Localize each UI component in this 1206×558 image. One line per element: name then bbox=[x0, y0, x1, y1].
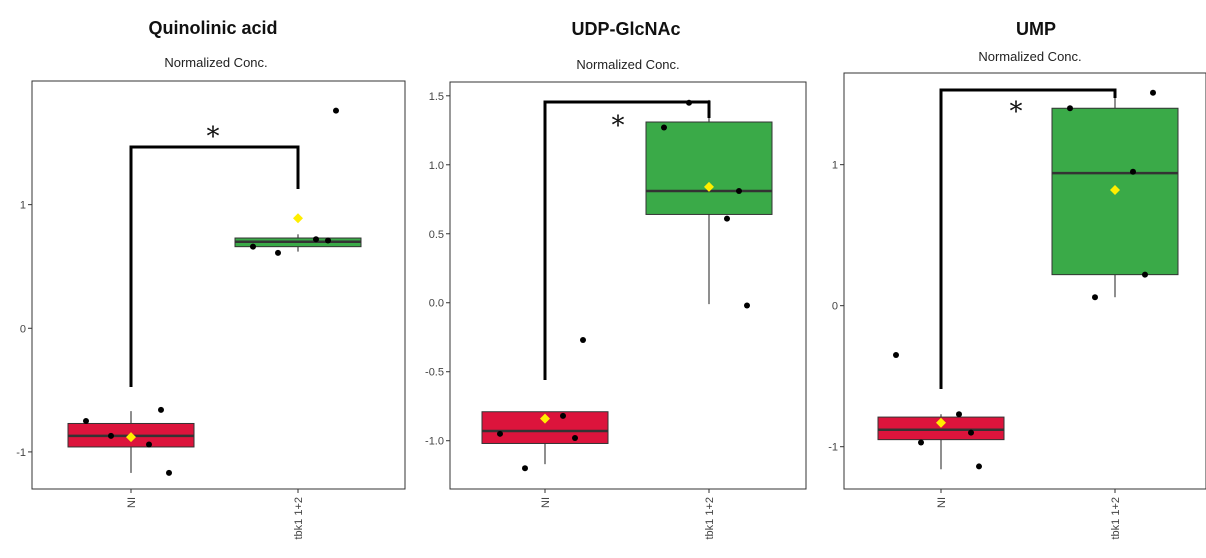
box-1 bbox=[645, 99, 773, 305]
box-body bbox=[645, 121, 773, 215]
data-point bbox=[108, 432, 114, 439]
data-point bbox=[976, 463, 982, 470]
y-tick-label: 0 bbox=[832, 301, 838, 313]
plot-frame bbox=[843, 72, 1206, 490]
data-point bbox=[661, 124, 667, 131]
data-point bbox=[166, 469, 172, 476]
chart-subtitle: Normalized Conc. bbox=[978, 49, 1081, 64]
chart-panel-1: Quinolinic acid Normalized Conc. -1 0 1 NI tbk… bbox=[16, 18, 406, 540]
significance-star: * bbox=[612, 111, 625, 141]
chart-panel-2: UDP-GlcNAc Normalized Conc. -1.0 -0.5 0.0 0.5… bbox=[425, 19, 807, 540]
plot-frame bbox=[449, 81, 807, 490]
x-tick-label: tbk1 1+2 bbox=[1110, 497, 1122, 540]
significance-bracket bbox=[939, 88, 1117, 389]
data-point bbox=[572, 434, 578, 441]
y-tick-label: 0.0 bbox=[429, 298, 444, 310]
data-point bbox=[956, 411, 962, 418]
chart-panel-3: UMP Normalized Conc. -1 0 1 NI tbk1 1+2 * bbox=[828, 19, 1206, 540]
y-tick-label: 1.0 bbox=[429, 160, 444, 172]
significance-star: * bbox=[1010, 97, 1023, 127]
y-tick-label: 0 bbox=[20, 323, 26, 335]
y-tick-label: -1.0 bbox=[425, 436, 444, 448]
y-tick-label: -0.5 bbox=[425, 367, 444, 379]
x-tick-label: NI bbox=[936, 497, 948, 508]
x-tick-label: tbk1 1+2 bbox=[293, 497, 305, 540]
data-point bbox=[333, 107, 339, 114]
data-point bbox=[736, 187, 742, 194]
data-point bbox=[158, 406, 164, 413]
chart-title: UDP-GlcNAc bbox=[571, 19, 680, 39]
data-point bbox=[893, 352, 899, 359]
data-point bbox=[560, 412, 566, 419]
data-point bbox=[1150, 89, 1156, 96]
y-tick-label: 1 bbox=[20, 200, 26, 212]
mean-marker bbox=[936, 417, 946, 428]
significance-bracket bbox=[543, 100, 711, 380]
data-point bbox=[724, 215, 730, 222]
mean-marker bbox=[1110, 185, 1120, 196]
data-point bbox=[1067, 105, 1073, 112]
chart-subtitle: Normalized Conc. bbox=[576, 57, 679, 72]
mean-marker bbox=[126, 432, 136, 443]
plot-frame bbox=[31, 80, 406, 490]
mean-marker bbox=[704, 181, 714, 192]
x-tick-label: NI bbox=[126, 497, 138, 508]
significance-star: * bbox=[207, 122, 220, 152]
chart-title: Quinolinic acid bbox=[148, 18, 277, 38]
y-tick-label: -1 bbox=[16, 447, 26, 459]
significance-bracket bbox=[129, 145, 300, 387]
chart-subtitle: Normalized Conc. bbox=[164, 55, 267, 70]
data-point bbox=[497, 430, 503, 437]
y-tick-label: -1 bbox=[828, 442, 838, 454]
data-point bbox=[275, 249, 281, 256]
x-tick-label: NI bbox=[540, 497, 552, 508]
data-point bbox=[313, 236, 319, 243]
y-tick-label: 1 bbox=[832, 160, 838, 172]
box-1 bbox=[1051, 95, 1179, 298]
y-tick-label: 0.5 bbox=[429, 229, 444, 241]
data-point bbox=[250, 243, 256, 250]
data-point bbox=[146, 441, 152, 448]
data-point bbox=[1092, 294, 1098, 301]
mean-marker bbox=[293, 213, 303, 224]
data-point bbox=[1142, 271, 1148, 278]
data-point bbox=[744, 302, 750, 309]
x-tick-label: tbk1 1+2 bbox=[704, 497, 716, 540]
box-1 bbox=[234, 234, 362, 252]
data-point bbox=[83, 418, 89, 424]
data-point bbox=[580, 336, 586, 343]
chart-title: UMP bbox=[1016, 19, 1056, 39]
data-point bbox=[325, 237, 331, 244]
data-point bbox=[1130, 168, 1136, 175]
data-point bbox=[918, 439, 924, 446]
data-point bbox=[522, 465, 528, 472]
data-point bbox=[968, 429, 974, 436]
y-tick-label: 1.5 bbox=[429, 91, 444, 103]
mean-marker bbox=[540, 413, 550, 424]
